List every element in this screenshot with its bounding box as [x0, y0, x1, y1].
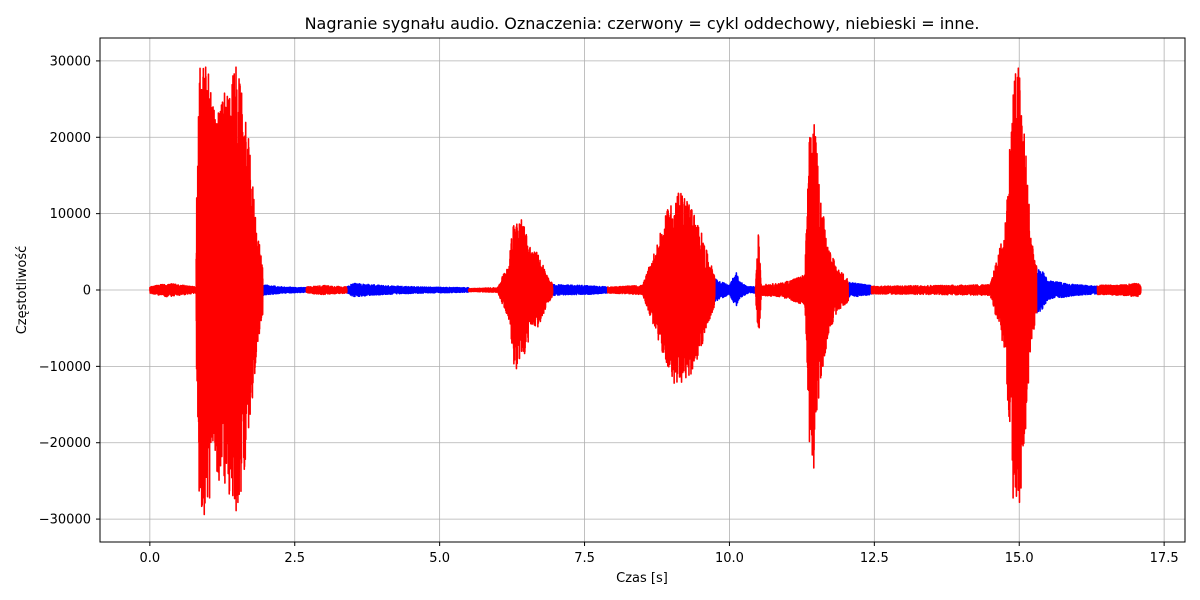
- y-tick-label: 20000: [50, 131, 91, 146]
- x-tick-label: 7.5: [574, 551, 595, 566]
- x-tick-label: 0.0: [140, 551, 161, 566]
- y-tick-label: 10000: [50, 207, 91, 222]
- signal-segment-breathing: [754, 124, 850, 469]
- signal-segment-breathing: [1096, 282, 1142, 298]
- y-axis-label: Częstotliwość: [15, 246, 30, 335]
- y-tick-label: 30000: [50, 54, 91, 69]
- x-axis-ticks: 0.0 2.5 5.0 7.5 10.0 12.5 15.0 17.5: [140, 542, 1179, 566]
- signal-segment-breathing: [467, 219, 554, 370]
- y-tick-label: 0: [83, 284, 91, 299]
- y-axis-ticks: −30000 −20000 −10000 0 10000 20000 30000: [39, 54, 100, 528]
- y-tick-label: −30000: [39, 513, 91, 528]
- signal-segment-other: [346, 282, 470, 298]
- signal-segment-other: [1035, 267, 1099, 314]
- signal-segment-other: [847, 281, 873, 299]
- x-tick-label: 15.0: [1005, 551, 1034, 566]
- signal-segment-breathing: [870, 67, 1038, 504]
- y-tick-label: −20000: [39, 436, 91, 451]
- x-tick-label: 10.0: [715, 551, 744, 566]
- signal-segment-breathing: [305, 284, 348, 296]
- signal-segment-other: [551, 283, 609, 297]
- chart-title: Nagranie sygnału audio. Oznaczenia: czer…: [305, 14, 980, 33]
- signal-segment-breathing: [195, 66, 264, 516]
- x-tick-label: 5.0: [429, 551, 450, 566]
- signal-segment-other: [714, 272, 757, 307]
- signal-segment-other: [262, 284, 308, 297]
- y-tick-label: −10000: [39, 360, 91, 375]
- plot-area: [149, 66, 1142, 516]
- signal-segment-breathing: [149, 283, 197, 298]
- x-tick-label: 12.5: [860, 551, 889, 566]
- x-axis-label: Czas [s]: [616, 571, 668, 586]
- x-tick-label: 17.5: [1150, 551, 1179, 566]
- x-tick-label: 2.5: [284, 551, 305, 566]
- signal-segment-breathing: [606, 192, 716, 384]
